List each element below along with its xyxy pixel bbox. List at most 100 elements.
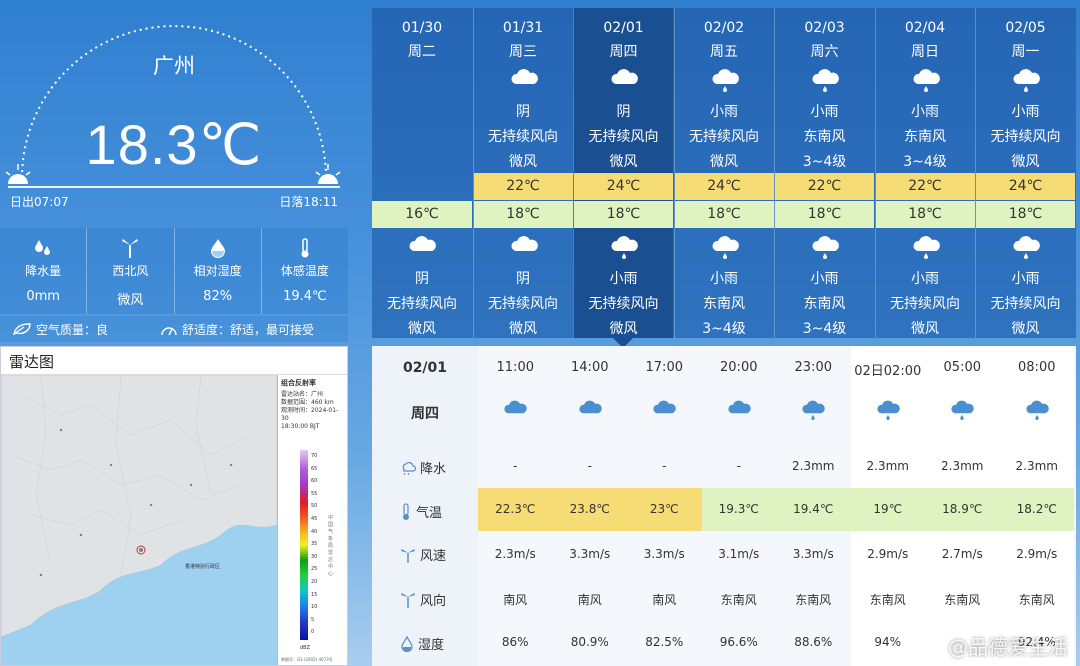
wind-turbine-small-icon <box>401 548 415 563</box>
hour-precip: 2.3mm <box>941 459 984 473</box>
night-wind-level: 3~4级 <box>702 321 746 337</box>
row-label-text: 风向 <box>420 594 447 609</box>
hour-time: 23:00 <box>794 360 832 375</box>
legend-line: 18:30:00 BJT <box>281 423 320 430</box>
air-quality: 空气质量：良 <box>12 321 108 338</box>
day-wind: 东南风 <box>803 129 846 145</box>
hour-column[interactable]: 08:00 2.3mm 18.2℃ 2.9m/s 东南风 92.4% <box>999 346 1074 666</box>
legend-colorbar <box>300 450 308 640</box>
hour-column[interactable]: 02日02:00 2.3mm 19℃ 2.9m/s 东南风 94% <box>850 346 925 666</box>
hour-temp: 23.8℃ <box>552 488 627 531</box>
night-wind-level: 微风 <box>408 321 436 337</box>
hour-temp: 19.3℃ <box>701 488 776 531</box>
day-high-temp: 24℃ <box>976 173 1075 200</box>
cloudy-icon <box>608 66 640 92</box>
day-condition: 小雨 <box>710 104 738 120</box>
day-date: 01/30 <box>401 20 443 36</box>
day-date: 02/03 <box>804 20 845 36</box>
current-temperature: 18.3℃ <box>85 113 263 176</box>
hourly-date: 02/01 <box>402 360 448 376</box>
hour-column[interactable]: 05:00 2.3mm 18.9℃ 2.7m/s 东南风 <box>925 346 1000 666</box>
hourly-label-column: 02/01 周四 降水 气温 风速 风向 湿度 <box>372 346 478 666</box>
legend-tick: 35 <box>311 541 318 548</box>
day-date: 01/31 <box>502 20 544 36</box>
row-label-speed: 风速 <box>400 545 446 564</box>
hour-column[interactable]: 23:00 2.3mm 19.4℃ 3.3m/s 东南风 88.6% <box>776 346 851 666</box>
hour-precip: 2.3mm <box>792 459 835 473</box>
thermometer-icon <box>293 236 317 260</box>
night-wind: 无持续风向 <box>387 296 457 312</box>
hour-column[interactable]: 11:00 - 22.3℃ 2.3m/s 南风 86% <box>478 346 553 666</box>
light-rain-icon <box>709 66 741 92</box>
night-condition: 阴 <box>415 271 429 287</box>
day-column[interactable]: 01/30 周二 16℃ 阴 无持续风向 微风 <box>372 8 472 338</box>
hour-temp: 18.9℃ <box>925 488 1000 531</box>
legend-tick: 25 <box>311 566 318 573</box>
hour-column[interactable]: 14:00 - 23.8℃ 3.3m/s 南风 80.9% <box>552 346 627 666</box>
thermometer-small-icon <box>403 502 409 520</box>
hour-wind-speed: 2.7m/s <box>941 547 983 561</box>
night-wind-level: 微风 <box>509 321 537 337</box>
light-rain-icon <box>1023 398 1051 420</box>
day-weekday: 周四 <box>609 44 638 60</box>
radar-map[interactable]: 香港特别行政区 <box>1 375 277 665</box>
light-rain-icon <box>1010 66 1042 92</box>
comfort-text: 舒适度：舒适，最可接受 <box>182 322 315 337</box>
light-rain-icon <box>874 398 902 420</box>
row-label-text: 湿度 <box>418 638 445 653</box>
hour-temp: 22.3℃ <box>478 488 553 531</box>
hour-column[interactable]: 20:00 - 19.3℃ 3.1m/s 东南风 96.6% <box>701 346 776 666</box>
day-column[interactable]: 02/04 周日 小雨 东南风 3~4级 22℃ 18℃ 小雨 无持续风向 微风 <box>874 8 975 338</box>
hour-temp: 18.2℃ <box>999 488 1074 531</box>
day-condition: 阴 <box>616 104 631 120</box>
hour-humidity: 80.9% <box>570 635 609 649</box>
legend-tick: 20 <box>311 578 318 585</box>
day-wind-level: 微风 <box>710 154 738 170</box>
light-rain-icon <box>709 233 741 259</box>
watermark: @品德爱生活 <box>948 635 1068 659</box>
day-column[interactable]: 02/03 周六 小雨 东南风 3~4级 22℃ 18℃ 小雨 东南风 3~4级 <box>774 8 874 338</box>
stat-humidity: 相对湿度 82% <box>174 228 262 314</box>
stat-value: 微风 <box>117 293 144 308</box>
hour-time: 02日02:00 <box>854 364 922 379</box>
day-wind-level: 3~4级 <box>903 154 947 170</box>
legend-unit: dBZ <box>300 645 311 651</box>
legend-scale: 70 65 60 55 50 45 40 35 30 25 20 15 10 5… <box>311 450 317 639</box>
row-label-text: 气温 <box>416 506 443 521</box>
wind-turbine-icon <box>118 236 142 260</box>
radar-panel[interactable]: 雷达图 香港特别行 <box>0 346 348 666</box>
hour-humidity: 82.5% <box>645 635 684 649</box>
night-wind: 东南风 <box>803 296 846 312</box>
legend-tick: 15 <box>311 591 318 598</box>
sunset-icon <box>315 164 341 184</box>
map-approval-label: 审图号：GS (2002) 4073号 <box>281 657 333 662</box>
hour-column[interactable]: 17:00 - 23℃ 3.3m/s 南风 82.5% <box>627 346 702 666</box>
row-label-dir: 风向 <box>400 590 446 609</box>
light-rain-icon <box>1010 233 1042 259</box>
light-rain-icon <box>809 233 841 259</box>
legend-tick: 45 <box>311 515 318 522</box>
day-wind-level: 3~4级 <box>802 154 847 170</box>
legend-tick: 10 <box>311 604 318 611</box>
hour-temp: 23℃ <box>627 488 702 531</box>
raindrops-icon <box>31 236 55 260</box>
night-wind-level: 微风 <box>911 321 939 337</box>
day-column[interactable]: 02/01 周四 阴 无持续风向 微风 24℃ 18℃ 小雨 无持续风向 微风 <box>573 8 673 338</box>
legend-tick: 40 <box>311 528 318 535</box>
night-condition: 小雨 <box>1011 271 1040 287</box>
hour-wind-speed: 3.1m/s <box>718 547 760 561</box>
day-column[interactable]: 02/02 周五 小雨 无持续风向 微风 24℃ 18℃ 小雨 东南风 3~4级 <box>673 8 774 338</box>
cloudy-icon <box>508 233 540 259</box>
hour-time: 11:00 <box>496 360 534 375</box>
hour-wind-speed: 2.9m/s <box>867 547 909 561</box>
day-column[interactable]: 02/05 周一 小雨 无持续风向 微风 24℃ 18℃ 小雨 无持续风向 微风 <box>975 8 1075 338</box>
legend-side-text: 中国气象局雷达中心 <box>328 515 334 577</box>
day-date: 02/04 <box>904 20 946 36</box>
stat-label: 降水量 <box>25 264 62 278</box>
stat-wind: 西北风 微风 <box>87 228 175 314</box>
day-high-temp: 22℃ <box>775 173 874 200</box>
day-low-temp: 18℃ <box>875 201 975 228</box>
hour-time: 20:00 <box>720 360 758 375</box>
day-column[interactable]: 01/31 周三 阴 无持续风向 微风 22℃ 18℃ 阴 无持续风向 微风 <box>472 8 573 338</box>
hour-wind-speed: 3.3m/s <box>792 547 834 561</box>
